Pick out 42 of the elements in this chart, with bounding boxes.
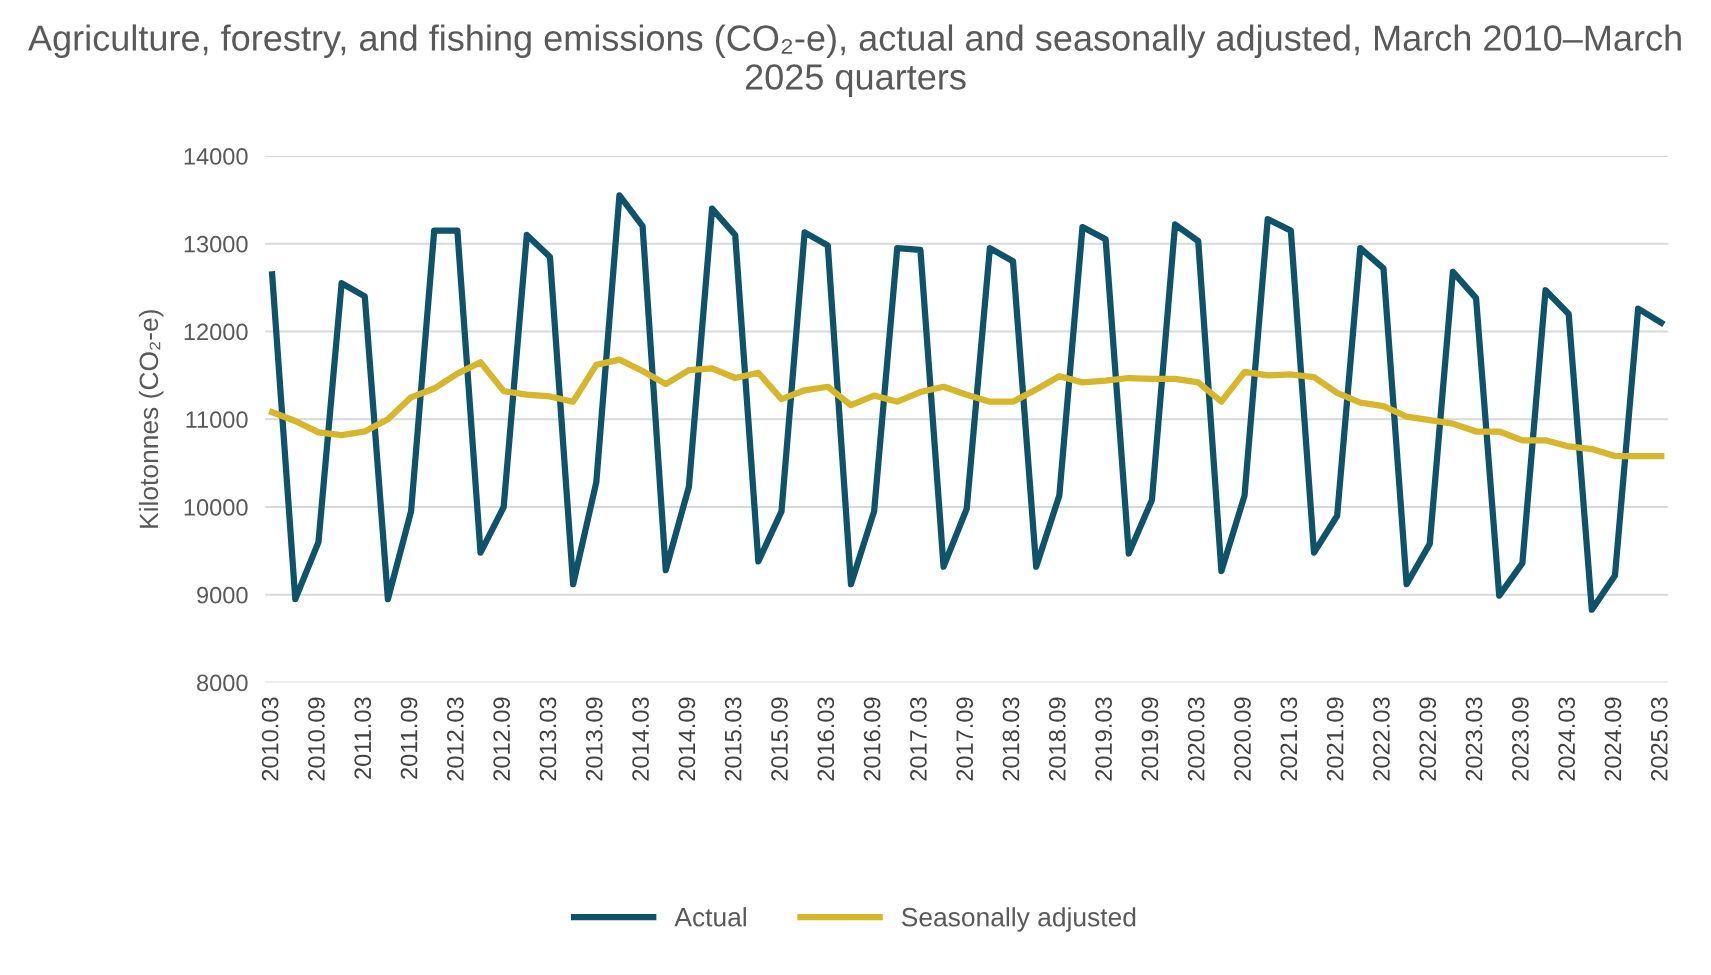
x-tick-label: 2013.09 [585,697,603,781]
x-tick-label: 2015.03 [724,697,742,781]
y-tick-label: 10000 [184,499,248,516]
x-tick-label: 2021.03 [1280,697,1298,781]
x-tick-label: 2019.03 [1095,697,1112,781]
y-tick-label: 8000 [197,674,248,692]
x-tick-label: 2012.09 [493,697,511,781]
x-tick-label: 2024.03 [1558,697,1576,781]
x-tick-label: 2011.03 [354,697,372,779]
y-tick-label: 9000 [197,586,248,604]
x-tick-label: 2013.03 [539,697,557,781]
x-tick-label: 2011.09 [400,697,418,779]
x-tick-label: 2014.03 [632,697,649,781]
x-tick-label: 2024.09 [1604,697,1622,781]
x-tick-label: 2022.03 [1373,697,1390,781]
x-tick-label: 2012.03 [446,697,464,781]
y-tick-label: 13000 [184,235,248,253]
x-tick-label: 2010.09 [308,697,325,781]
x-tick-label: 2025.03 [1650,697,1668,781]
legend-label: Actual [674,907,746,927]
x-tick-label: 2022.09 [1419,697,1437,781]
x-tick-label: 2017.09 [956,697,974,781]
y-tick-label: 12000 [184,323,248,341]
x-tick-label: 2016.09 [863,697,881,781]
x-tick-label: 2020.03 [1187,697,1205,781]
x-tick-label: 2023.09 [1511,697,1529,781]
y-tick-label: 11000 [186,411,248,429]
x-tick-label: 2018.09 [1048,697,1066,781]
x-tick-label: 2016.03 [817,697,835,781]
y-tick-label: 14000 [184,148,248,165]
legend-label: Seasonally adjusted [901,907,1136,932]
x-tick-label: 2023.03 [1465,697,1483,781]
x-tick-label: 2021.09 [1326,697,1344,781]
x-tick-label: 2014.09 [678,697,696,781]
y-axis-title: Kilotonnes (CO₂-e) [138,310,164,528]
x-tick-label: 2019.09 [1141,697,1159,781]
x-tick-label: 2017.03 [910,697,927,781]
x-tick-label: 2015.09 [771,697,788,781]
x-tick-label: 2010.03 [261,697,279,781]
chart-title: Agriculture, forestry, and fishing emissions (CO₂-e), actual and seasonally adjusted, March 2010–March 2025 quarters [28,24,1681,97]
x-tick-label: 2018.03 [1002,697,1020,781]
x-tick-label: 2020.09 [1234,697,1251,781]
